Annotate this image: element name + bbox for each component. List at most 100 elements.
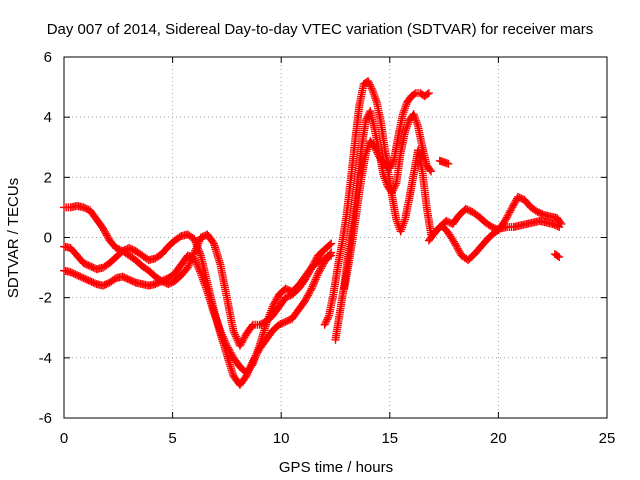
data-point-interp (225, 346, 234, 355)
data-point-interp (221, 338, 230, 347)
data-point-interp (404, 196, 413, 205)
data-point-interp (154, 278, 163, 287)
data-point (307, 284, 316, 293)
y-tick-label: 4 (44, 109, 52, 126)
data-point-interp (231, 332, 240, 341)
data-point-interp (504, 210, 513, 219)
data-point-interp (311, 275, 320, 284)
data-point-interp (292, 308, 301, 317)
data-point-interp (316, 264, 325, 273)
data-point-interp (302, 293, 311, 302)
data-point-interp (553, 252, 562, 261)
data-point-interp (141, 264, 150, 273)
data-point-interp (453, 213, 462, 222)
data-point-interp (310, 279, 319, 288)
axis-layer: 0 5 10 15 20 25 -6 -4 -2 0 2 4 6 (39, 49, 616, 447)
data-point-interp (317, 256, 326, 265)
data-point-interp (422, 91, 430, 100)
data-point-interp (232, 334, 241, 343)
data-point-interp (298, 275, 307, 284)
data-point-interp (478, 216, 487, 225)
data-point-interp (480, 238, 489, 247)
data-point-interp (215, 324, 224, 333)
data-point-interp (381, 161, 390, 170)
data-point-interp (218, 332, 227, 341)
data-point-interp (453, 244, 462, 253)
data-point-interp (272, 305, 281, 314)
data-point-interp (291, 284, 300, 293)
data-point-interp (391, 213, 400, 222)
data-point-interp (209, 306, 218, 315)
data-point-interp (471, 210, 480, 219)
data-point-interp (208, 238, 217, 247)
data-point-interp (441, 225, 450, 234)
data-point-interp (128, 245, 137, 254)
data-point-interp (308, 282, 317, 291)
data-point-interp (82, 260, 91, 269)
y-tick-label: 0 (44, 230, 52, 247)
data-point-interp (306, 286, 315, 295)
x-tick-label: 0 (60, 430, 68, 447)
data-point-interp (196, 267, 205, 276)
data-point-interp (191, 236, 200, 245)
data-point-interp (396, 151, 405, 160)
data-point-interp (272, 323, 281, 332)
data-point-interp (372, 96, 381, 105)
data-point-interp (323, 253, 332, 262)
data-point-interp (417, 141, 426, 150)
data-point-interp (313, 271, 322, 280)
data-point-interp (325, 240, 334, 249)
data-point-interp (487, 231, 496, 240)
data-point-interp (278, 287, 287, 296)
data-point-interp (193, 244, 202, 253)
data-point-interp (305, 266, 314, 275)
data-point-interp (517, 194, 526, 203)
data-point-interp (376, 117, 385, 126)
data-point-interp (237, 338, 246, 347)
data-point-interp (222, 291, 231, 300)
data-point-interp (323, 315, 332, 324)
data-point-interp (315, 266, 324, 275)
data-point-interp (318, 247, 327, 256)
data-point-interp (174, 273, 183, 282)
data-point-interp (503, 211, 512, 220)
data-point-interp (303, 291, 312, 300)
data-point-interp (192, 240, 201, 249)
data-point-interp (551, 221, 560, 230)
data-point-interp (424, 164, 433, 173)
data-point-interp (217, 328, 226, 337)
data-point (235, 341, 244, 350)
y-tick-label: -6 (39, 410, 52, 427)
data-point-interp (100, 227, 109, 236)
data-point-interp (321, 318, 330, 327)
data-point-interp (167, 271, 176, 280)
data-point-interp (404, 118, 413, 127)
data-point-interp (312, 273, 321, 282)
data-point-interp (371, 145, 380, 154)
data-point-interp (222, 339, 231, 348)
data-point-interp (524, 200, 533, 209)
data-point-interp (168, 238, 177, 247)
data-point-interp (502, 213, 511, 222)
data-point-interp (89, 278, 98, 287)
data-point-interp (484, 220, 493, 229)
data-point-interp (279, 296, 288, 305)
data-point-interp (467, 252, 476, 261)
data-point-interp (134, 249, 143, 258)
data-point-interp (102, 280, 111, 289)
data-point-interp (175, 263, 184, 272)
data-point-interp (240, 374, 249, 383)
data-point-interp (509, 201, 518, 210)
data-point-interp (89, 263, 98, 272)
data-point-interp (429, 230, 438, 239)
data-point-interp (367, 84, 376, 93)
data-point-interp (108, 276, 117, 285)
data-point-interp (373, 148, 382, 157)
data-point-interp (398, 112, 407, 121)
y-tick-label: -2 (39, 290, 52, 307)
data-point-interp (76, 256, 85, 265)
data-point-interp (238, 336, 247, 345)
data-point-interp (278, 319, 287, 328)
data-point-interp (233, 359, 242, 368)
data-point-interp (328, 292, 337, 301)
